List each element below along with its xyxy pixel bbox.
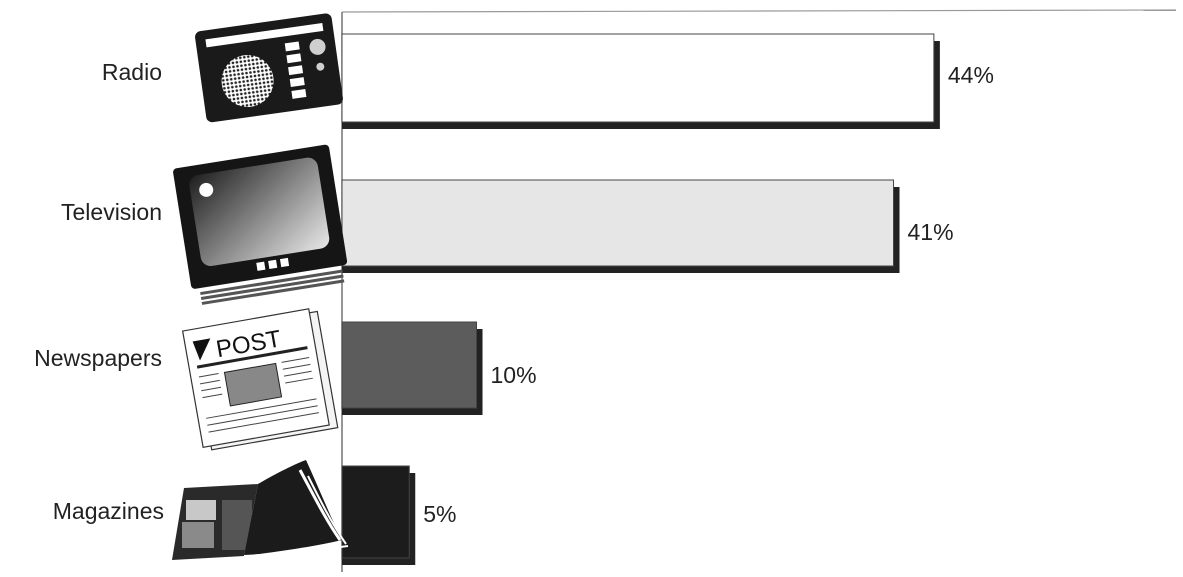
category-label-radio: Radio bbox=[102, 59, 162, 85]
value-label-magazines: 5% bbox=[423, 501, 456, 527]
category-label-television: Television bbox=[61, 199, 162, 225]
bar-newspapers bbox=[341, 321, 478, 409]
category-label-magazines: Magazines bbox=[53, 498, 164, 524]
value-label-radio: 44% bbox=[948, 62, 994, 88]
magazine-icon bbox=[172, 460, 349, 560]
top-frame-line bbox=[341, 9, 1177, 13]
value-label-newspapers: 10% bbox=[491, 362, 537, 388]
category-label-newspapers: Newspapers bbox=[34, 345, 162, 371]
bar-magazines bbox=[341, 465, 410, 559]
television-icon bbox=[173, 144, 348, 305]
bar-television bbox=[341, 179, 895, 267]
radio-icon bbox=[195, 13, 343, 123]
value-label-television: 41% bbox=[908, 219, 954, 245]
bars-group bbox=[341, 33, 940, 565]
newspaper-icon: POST bbox=[181, 308, 339, 451]
bar-radio bbox=[341, 33, 935, 123]
